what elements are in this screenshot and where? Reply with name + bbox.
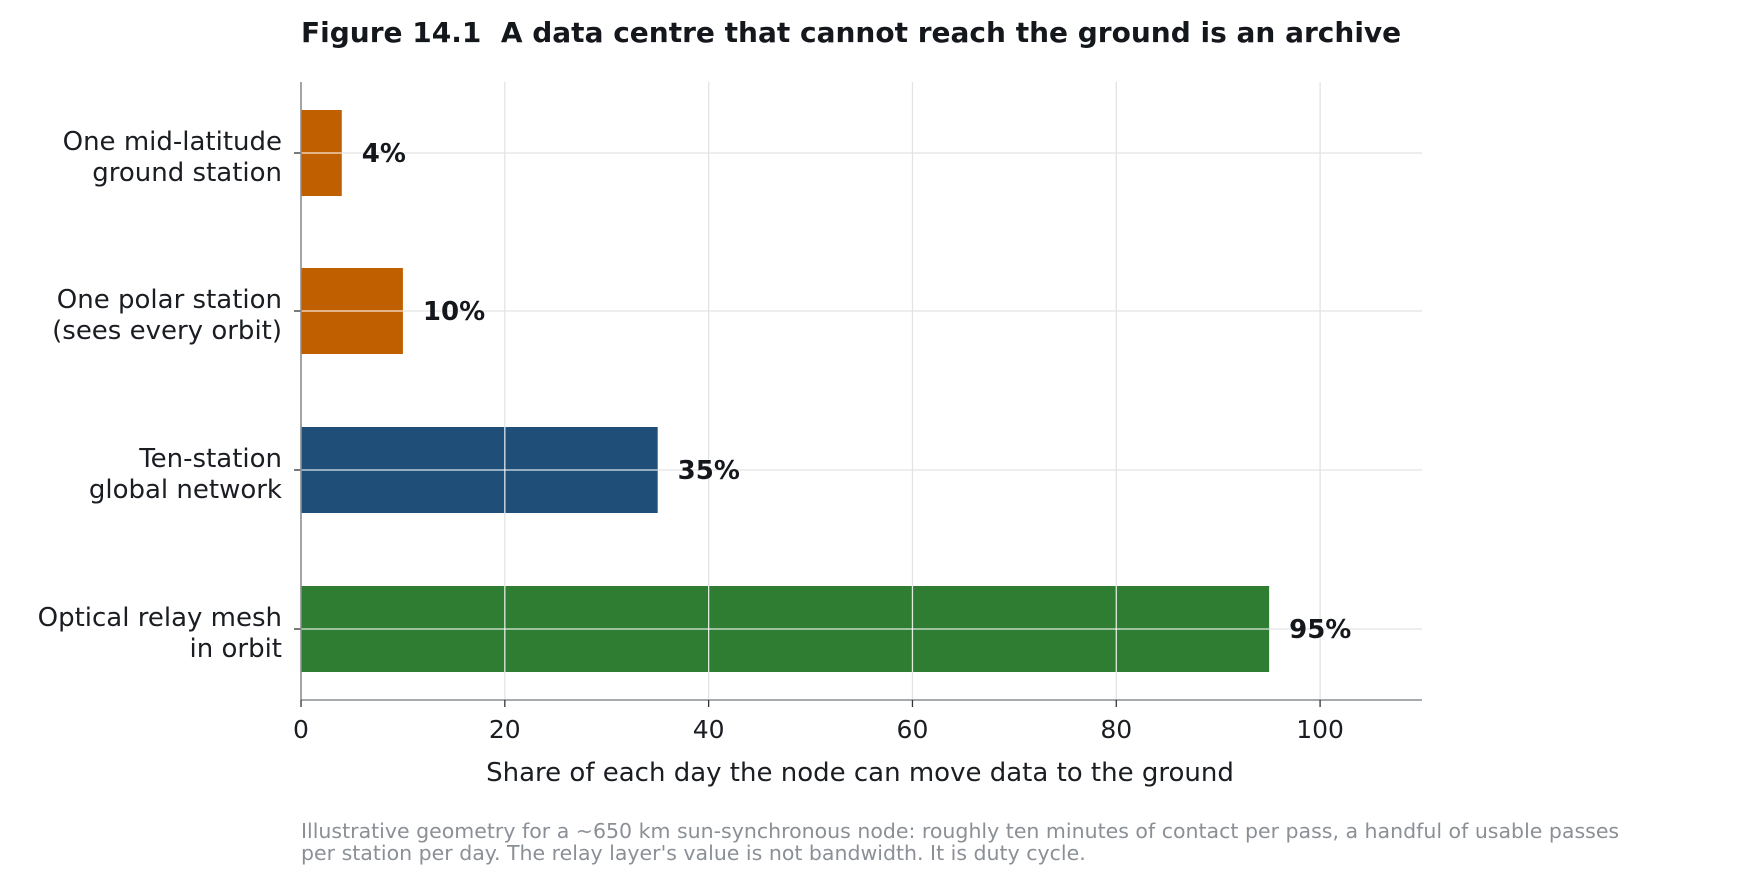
chart-title: Figure 14.1 A data centre that cannot re… — [301, 16, 1401, 49]
caption-line-1: per station per day. The relay layer's v… — [301, 841, 1086, 865]
labels: 4% One mid-latitude ground station 10% One p… — [38, 127, 1352, 744]
x-tick-label-0: 0 — [293, 715, 309, 744]
x-tick-label-5: 100 — [1296, 715, 1344, 744]
caption: Illustrative geometry for a ~650 km sun-… — [301, 819, 1619, 865]
axes — [294, 82, 1422, 707]
value-label-2: 35% — [678, 456, 740, 486]
bars — [301, 110, 1270, 672]
x-tick-label-3: 60 — [897, 715, 929, 744]
x-tick-label-2: 40 — [693, 715, 725, 744]
category-label-2: Ten-station global network — [89, 444, 282, 505]
x-tick-label-4: 80 — [1100, 715, 1132, 744]
x-axis-label: Share of each day the node can move data… — [486, 758, 1234, 788]
value-label-0: 4% — [362, 139, 406, 169]
bar-overlay-gridlines — [301, 152, 1270, 672]
caption-line-0: Illustrative geometry for a ~650 km sun-… — [301, 819, 1619, 843]
value-label-3: 95% — [1289, 615, 1351, 645]
category-label-0: One mid-latitude ground station — [63, 127, 282, 188]
category-label-3: Optical relay mesh in orbit — [38, 603, 282, 664]
category-label-1: One polar station (sees every orbit) — [52, 285, 282, 346]
x-tick-label-1: 20 — [489, 715, 521, 744]
value-label-1: 10% — [423, 297, 485, 327]
